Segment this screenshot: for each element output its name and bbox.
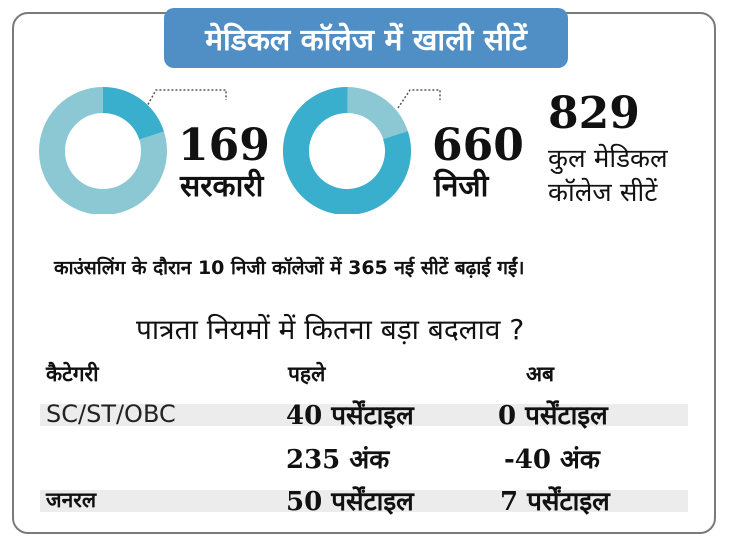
government-seats-value: 169 [178,120,270,171]
private-leader-line [397,89,441,109]
total-seats-label-line1: कुल मेडिकल [548,144,668,174]
table-row-stripe [40,404,688,426]
government-seats-label: सरकारी [180,169,264,204]
row-category: जनरल [46,488,97,512]
total-seats-label-line2: कॉलेज सीटें [548,178,658,208]
table-row-stripe [40,490,688,512]
row-before-value: 50 पर्सेंटाइल [286,487,414,517]
counselling-note: काउंसलिंग के दौरान 10 निजी कॉलेजों में 3… [54,257,525,279]
page-title: मेडिकल कॉलेज में खाली सीटें [205,22,527,58]
row-now-value: -40 अंक [504,445,600,475]
column-header-now: अब [526,362,555,386]
row-now-value: 7 पर्सेंटाइल [500,487,610,517]
column-header-before: पहले [288,362,326,386]
row-now-value: 0 पर्सेंटाइल [498,401,608,431]
eligibility-heading: पात्रता नियमों में कितना बड़ा बदलाव ? [136,313,525,346]
row-before-value: 40 पर्सेंटाइल [286,401,414,431]
total-seats-value: 829 [548,88,640,139]
title-banner: मेडिकल कॉलेज में खाली सीटें [164,8,568,74]
column-header-category: कैटेगरी [46,362,99,386]
row-before-value: 235 अंक [286,445,390,475]
government-donut-segment [39,87,167,214]
row-category: SC/ST/OBC [46,400,176,428]
private-seats-value: 660 [432,120,524,171]
government-seats-donut [39,87,227,214]
private-seats-donut [283,87,441,214]
private-seats-label: निजी [434,169,489,204]
government-leader-line [145,89,227,109]
